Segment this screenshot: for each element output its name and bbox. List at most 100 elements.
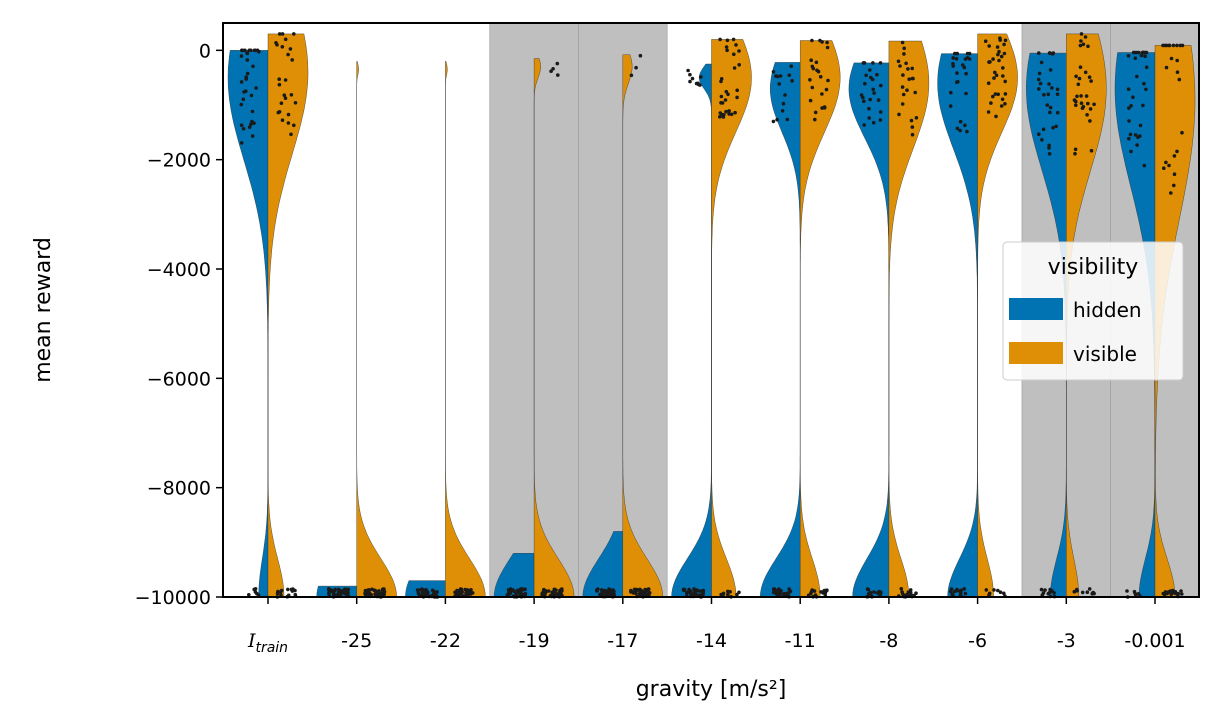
strip-point <box>1138 123 1143 128</box>
violin-hidden--11 <box>759 62 801 598</box>
strip-point <box>1037 132 1041 136</box>
strip-point <box>639 588 644 593</box>
strip-point <box>286 52 290 57</box>
strip-point <box>872 590 876 594</box>
strip-point <box>1003 38 1008 43</box>
strip-point <box>905 88 909 92</box>
strip-point <box>901 592 905 596</box>
strip-point <box>1055 92 1060 96</box>
strip-point <box>808 78 812 82</box>
strip-point <box>345 591 350 596</box>
strip-point <box>727 109 731 113</box>
strip-point <box>280 45 285 49</box>
strip-point <box>1073 151 1077 156</box>
strip-point <box>1051 125 1055 130</box>
strip-point <box>784 591 789 596</box>
strip-point <box>987 591 992 596</box>
strip-point <box>996 52 1000 57</box>
strip-point <box>276 589 280 594</box>
strip-point <box>1084 94 1089 98</box>
strip-point <box>983 39 988 43</box>
strip-point <box>253 587 258 591</box>
strip-point <box>1144 87 1148 92</box>
strip-point <box>1169 191 1173 195</box>
strip-point <box>726 92 730 97</box>
strip-point <box>1127 106 1131 110</box>
strip-point <box>965 129 969 134</box>
strip-point <box>866 587 871 592</box>
strip-point <box>255 48 260 53</box>
strip-point <box>1073 147 1078 152</box>
strip-point <box>1072 98 1077 102</box>
y-axis: 0 −2000 −4000 −6000 −8000 −10000 <box>135 40 223 609</box>
strip-point <box>698 589 703 593</box>
strip-point <box>245 71 250 76</box>
strip-point <box>859 93 864 97</box>
strip-point <box>1037 51 1041 55</box>
strip-point <box>997 58 1001 63</box>
strip-point <box>239 123 244 127</box>
strip-point <box>725 48 729 53</box>
violin-hidden--6 <box>937 53 978 598</box>
strip-point <box>1169 56 1174 61</box>
strip-point <box>774 74 778 78</box>
strip-point <box>1041 127 1046 132</box>
strip-point <box>632 587 637 592</box>
strip-point <box>293 101 298 105</box>
strip-point <box>282 93 287 97</box>
strip-point <box>1167 163 1171 168</box>
strip-point <box>900 40 905 45</box>
strip-point <box>629 73 634 78</box>
strip-point <box>280 32 285 36</box>
strip-point <box>986 81 991 85</box>
strip-point <box>701 591 705 595</box>
strip-point <box>239 141 244 145</box>
strip-point <box>871 61 875 65</box>
strip-point <box>735 88 739 93</box>
strip-point <box>1092 591 1096 596</box>
strip-point <box>1002 591 1006 596</box>
strip-point <box>962 587 966 591</box>
strip-point <box>1048 51 1052 55</box>
strip-point <box>812 589 817 593</box>
strip-point <box>1174 591 1178 596</box>
strip-point <box>523 591 528 596</box>
strip-point <box>992 588 996 592</box>
strip-point <box>862 99 866 103</box>
strip-point <box>725 38 730 43</box>
strip-point <box>245 58 250 62</box>
strip-point <box>638 53 643 58</box>
strip-point <box>1074 103 1078 107</box>
strip-point <box>774 591 779 596</box>
strip-point <box>1047 152 1052 156</box>
strip-point <box>998 590 1003 594</box>
strip-point <box>958 128 962 133</box>
strip-point <box>286 587 290 592</box>
strip-point <box>735 592 739 597</box>
strip-point <box>1078 43 1083 48</box>
strip-point <box>277 32 282 36</box>
strip-point <box>722 113 726 117</box>
strip-point <box>286 112 291 117</box>
strip-point <box>453 590 457 595</box>
violin-visible--14 <box>711 39 752 598</box>
strip-point <box>251 64 255 69</box>
x-axis-label: gravity [m/s²] <box>636 677 787 702</box>
y-tick-label: −2000 <box>147 150 211 172</box>
strip-point <box>1133 56 1138 60</box>
strip-point <box>777 587 781 591</box>
violin-visible--8 <box>888 40 930 598</box>
strip-point <box>1040 138 1044 142</box>
strip-point <box>254 86 258 90</box>
strip-point <box>690 76 695 81</box>
strip-point <box>986 110 991 114</box>
strip-point <box>639 592 643 596</box>
strip-point <box>1136 592 1141 596</box>
strip-point <box>771 119 776 124</box>
strip-point <box>240 48 245 53</box>
strip-point <box>1079 39 1083 43</box>
strip-point <box>1179 589 1183 593</box>
strip-point <box>243 48 247 53</box>
strip-point <box>288 47 293 51</box>
strip-point <box>289 132 293 137</box>
